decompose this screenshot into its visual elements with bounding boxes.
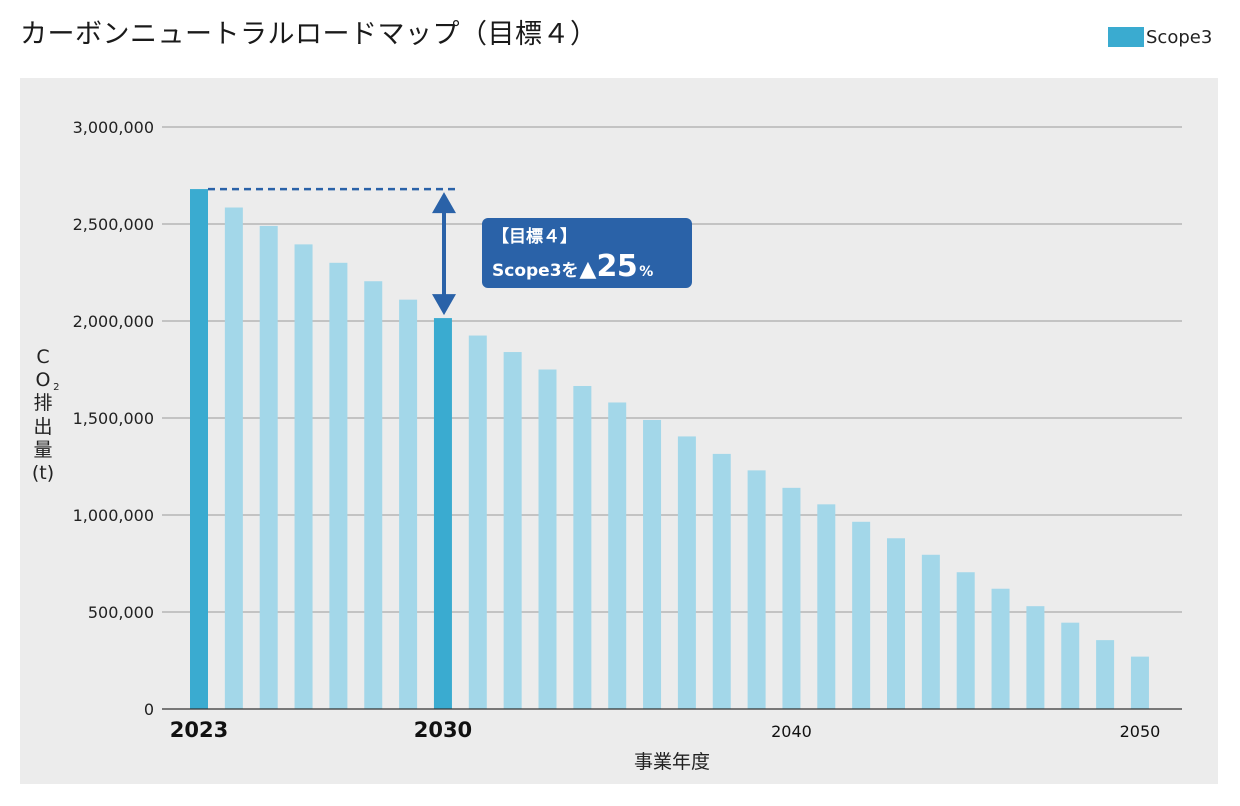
callout-body: Scope3を ▲ 25 %	[492, 249, 692, 284]
bar	[643, 419, 662, 709]
bar	[956, 572, 975, 709]
legend-label: Scope3	[1146, 26, 1213, 48]
callout-prefix: Scope3を	[492, 261, 579, 281]
triangle-icon: ▲	[579, 257, 597, 282]
arrow-up-icon	[432, 192, 456, 214]
x-tick-label: 2023	[170, 718, 228, 742]
bar	[852, 521, 871, 709]
y-axis-label-subscript: 2	[53, 382, 60, 394]
bar-highlight	[433, 318, 452, 709]
callout-unit: %	[639, 264, 654, 280]
y-axis-label-char2: 出	[33, 415, 53, 438]
bar	[294, 244, 313, 709]
bar	[468, 335, 487, 709]
y-tick-label: 500,000	[88, 603, 154, 622]
bar	[224, 207, 243, 709]
bar	[677, 436, 696, 709]
target-callout: 【目標４】 Scope3を ▲ 25 %	[482, 218, 692, 288]
y-tick-label: 2,000,000	[73, 312, 154, 331]
x-tick-label: 2030	[414, 718, 472, 742]
bar	[538, 369, 557, 709]
bar	[921, 554, 940, 709]
bar	[329, 262, 348, 709]
bar	[817, 504, 836, 709]
y-tick-label: 1,500,000	[73, 409, 154, 428]
bar	[1096, 640, 1115, 709]
bar-highlight	[190, 189, 208, 709]
bar	[399, 299, 418, 709]
chart-title: カーボンニュートラルロードマップ（目標４）	[20, 19, 598, 50]
legend-swatch	[1108, 27, 1144, 47]
y-axis-label-c: C	[36, 346, 50, 368]
x-tick-label: 2050	[1120, 722, 1161, 741]
callout-value: 25	[596, 249, 638, 284]
arrow-down-icon	[432, 294, 456, 316]
bar	[991, 588, 1010, 709]
callout-heading: 【目標４】	[492, 227, 577, 247]
bar	[364, 281, 383, 709]
y-axis-label-char3: 量	[33, 438, 53, 461]
bar	[1130, 656, 1149, 709]
y-tick-label: 0	[144, 700, 154, 719]
y-tick-label: 3,000,000	[73, 118, 154, 137]
bar	[887, 538, 905, 709]
legend: Scope3	[1108, 26, 1212, 48]
y-tick-label: 2,500,000	[73, 215, 154, 234]
y-axis-label-o-text: O	[35, 369, 51, 392]
bar	[782, 487, 801, 709]
bar	[608, 402, 627, 709]
y-tick-label: 1,000,000	[73, 506, 154, 525]
bar	[573, 385, 592, 709]
y-axis-label-unit: (t)	[31, 461, 55, 484]
bar	[1061, 622, 1080, 709]
x-tick-label: 2040	[771, 722, 812, 741]
x-axis-label: 事業年度	[633, 751, 710, 773]
y-axis-label-char1: 排	[33, 392, 53, 415]
bar	[503, 352, 522, 709]
bar	[259, 225, 278, 709]
bar	[1026, 606, 1045, 709]
bar	[747, 470, 766, 709]
bar	[712, 453, 731, 709]
